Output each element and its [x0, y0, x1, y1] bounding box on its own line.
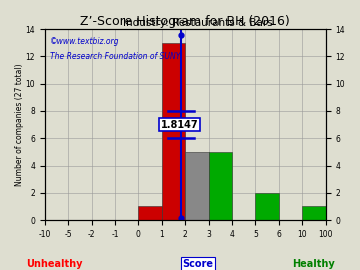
Bar — [185, 152, 208, 220]
Bar — [302, 207, 326, 220]
Text: ©www.textbiz.org: ©www.textbiz.org — [50, 37, 120, 46]
Bar — [256, 193, 279, 220]
Text: Healthy: Healthy — [292, 259, 334, 269]
Text: 1.8147: 1.8147 — [161, 120, 198, 130]
Text: The Research Foundation of SUNY: The Research Foundation of SUNY — [50, 52, 181, 61]
Bar — [162, 43, 185, 220]
Text: Unhealthy: Unhealthy — [26, 259, 82, 269]
Bar — [208, 152, 232, 220]
Bar — [138, 207, 162, 220]
Text: Score: Score — [183, 259, 213, 269]
Y-axis label: Number of companies (27 total): Number of companies (27 total) — [15, 63, 24, 186]
Text: Industry: Restaurants & Bars: Industry: Restaurants & Bars — [123, 18, 273, 28]
Title: Z’-Score Histogram for BH (2016): Z’-Score Histogram for BH (2016) — [80, 15, 290, 28]
